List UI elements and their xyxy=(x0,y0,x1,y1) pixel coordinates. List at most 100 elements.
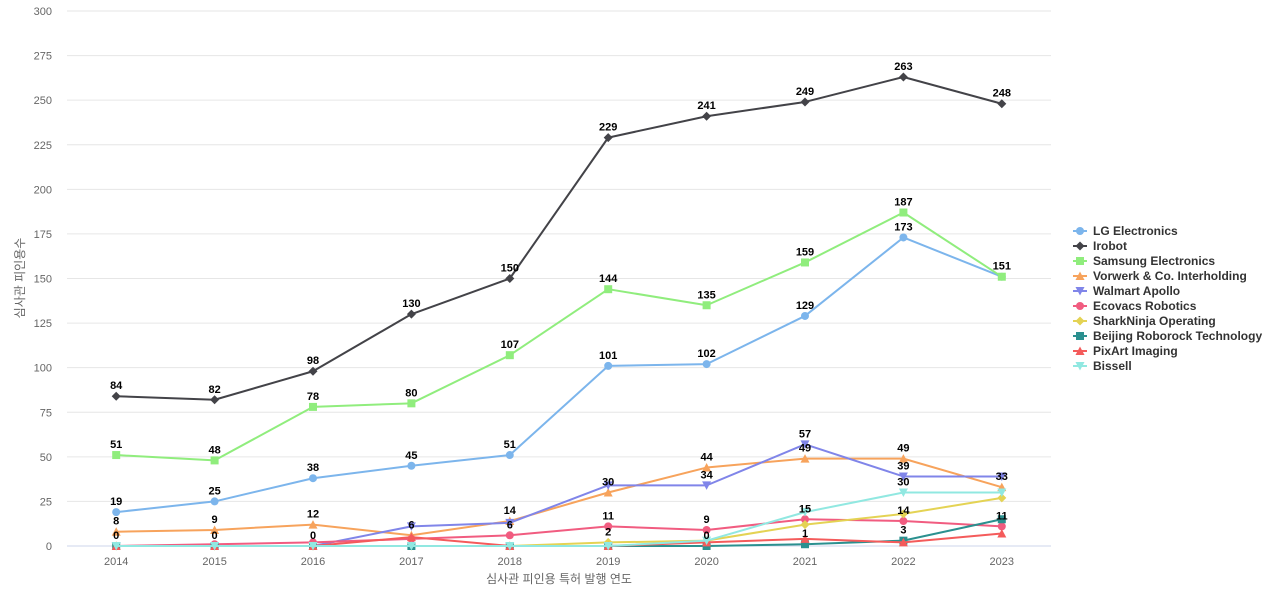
data-point[interactable] xyxy=(899,517,908,526)
data-point[interactable] xyxy=(603,133,613,143)
data-point[interactable] xyxy=(702,536,712,546)
data-point[interactable] xyxy=(997,472,1007,481)
data-point[interactable] xyxy=(603,488,613,497)
legend-marker[interactable] xyxy=(1076,332,1084,340)
data-point[interactable] xyxy=(702,525,711,534)
data-point[interactable] xyxy=(997,488,1007,498)
data-point[interactable] xyxy=(505,274,515,283)
legend-marker[interactable] xyxy=(1075,316,1085,326)
data-point[interactable] xyxy=(702,481,712,490)
data-point[interactable] xyxy=(702,463,712,472)
data-point[interactable] xyxy=(997,515,1006,524)
series-line[interactable] xyxy=(116,491,1002,547)
series-line[interactable] xyxy=(116,211,1003,462)
data-point[interactable] xyxy=(997,522,1006,531)
data-point[interactable] xyxy=(309,402,317,411)
data-point[interactable] xyxy=(210,525,220,534)
legend-marker[interactable] xyxy=(1076,227,1084,235)
data-point[interactable] xyxy=(702,360,711,369)
legend-item[interactable]: Samsung Electronics xyxy=(1073,254,1215,268)
series-line[interactable] xyxy=(116,236,1003,514)
data-point[interactable] xyxy=(800,454,810,463)
data-point[interactable] xyxy=(111,542,121,551)
legend-item[interactable]: Ecovacs Robotics xyxy=(1073,299,1197,313)
data-point[interactable] xyxy=(210,456,219,465)
data-point[interactable] xyxy=(899,208,908,217)
data-point[interactable] xyxy=(898,488,908,498)
data-label: 9 xyxy=(212,514,218,526)
data-point[interactable] xyxy=(702,111,712,121)
data-point[interactable] xyxy=(997,493,1007,503)
data-point[interactable] xyxy=(406,522,416,531)
data-point[interactable] xyxy=(898,454,908,463)
data-point[interactable] xyxy=(800,520,810,530)
legend-marker[interactable] xyxy=(1076,257,1084,265)
data-point[interactable] xyxy=(997,99,1007,109)
data-point[interactable] xyxy=(505,518,515,528)
legend-marker[interactable] xyxy=(1076,302,1084,310)
data-point[interactable] xyxy=(801,515,809,524)
data-label: 19 xyxy=(110,496,122,508)
data-label: 9 xyxy=(704,514,710,526)
legend-item[interactable]: Beijing Roborock Technology xyxy=(1073,329,1262,343)
data-point[interactable] xyxy=(505,542,515,551)
legend-marker[interactable] xyxy=(1075,346,1085,356)
data-point[interactable] xyxy=(899,233,908,242)
data-point[interactable] xyxy=(111,391,121,401)
data-point[interactable] xyxy=(800,97,810,107)
data-point[interactable] xyxy=(407,399,416,408)
legend-item[interactable]: Walmart Apollo xyxy=(1073,284,1180,298)
data-point[interactable] xyxy=(604,361,613,370)
data-point[interactable] xyxy=(505,351,514,360)
data-label: 11 xyxy=(996,510,1008,522)
data-point[interactable] xyxy=(603,481,613,490)
data-label: 144 xyxy=(599,273,618,285)
data-point[interactable] xyxy=(603,542,613,551)
data-point[interactable] xyxy=(308,520,318,529)
data-point[interactable] xyxy=(308,542,318,551)
data-point[interactable] xyxy=(112,508,121,517)
data-point[interactable] xyxy=(800,534,810,543)
data-point[interactable] xyxy=(604,522,613,531)
series-line[interactable] xyxy=(116,75,1003,401)
legend-item[interactable]: Vorwerk & Co. Interholding xyxy=(1073,269,1247,283)
data-point[interactable] xyxy=(801,540,809,549)
legend-marker[interactable] xyxy=(1075,287,1085,296)
data-point[interactable] xyxy=(997,272,1006,281)
legend-marker[interactable] xyxy=(1075,241,1085,251)
legend-item[interactable]: Bissell xyxy=(1073,359,1132,373)
data-point[interactable] xyxy=(406,542,416,551)
data-point[interactable] xyxy=(111,527,121,536)
data-point[interactable] xyxy=(505,531,514,540)
data-point[interactable] xyxy=(997,529,1007,538)
data-point[interactable] xyxy=(210,497,219,506)
data-point[interactable] xyxy=(801,258,809,267)
data-point[interactable] xyxy=(505,451,514,460)
data-point[interactable] xyxy=(406,309,416,319)
legend-item[interactable]: Irobot xyxy=(1073,239,1127,253)
data-point[interactable] xyxy=(898,509,908,519)
legend-item[interactable]: PixArt Imaging xyxy=(1073,344,1178,358)
legend-item[interactable]: SharkNinja Operating xyxy=(1073,314,1216,328)
data-point[interactable] xyxy=(898,472,908,481)
data-point[interactable] xyxy=(406,532,416,542)
data-point[interactable] xyxy=(604,285,613,294)
data-point[interactable] xyxy=(308,366,318,376)
data-point[interactable] xyxy=(702,301,711,310)
data-point[interactable] xyxy=(309,474,317,483)
data-point[interactable] xyxy=(898,72,908,82)
legend-item[interactable]: LG Electronics xyxy=(1073,224,1178,238)
data-point[interactable] xyxy=(801,311,809,320)
series-line[interactable] xyxy=(116,457,1003,537)
data-point[interactable] xyxy=(898,537,908,547)
data-point[interactable] xyxy=(112,451,121,460)
legend-marker[interactable] xyxy=(1075,362,1085,371)
data-point[interactable] xyxy=(407,461,416,470)
data-point[interactable] xyxy=(210,395,220,405)
data-point[interactable] xyxy=(210,542,220,551)
data-point[interactable] xyxy=(800,508,810,517)
data-point[interactable] xyxy=(800,440,810,449)
legend-marker[interactable] xyxy=(1075,271,1085,281)
